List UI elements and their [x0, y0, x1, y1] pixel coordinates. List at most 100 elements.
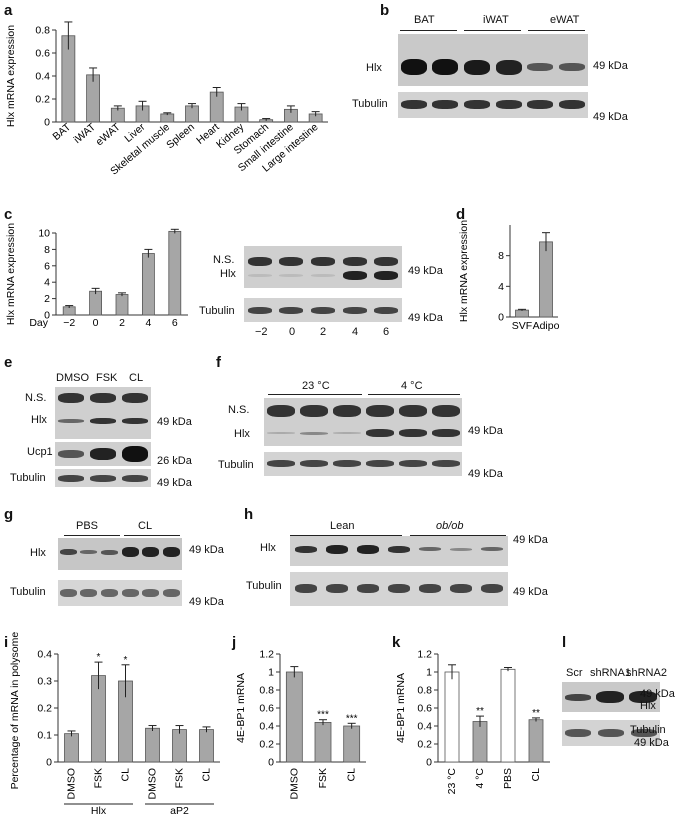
- chart-d: 0 4 8 Hlx mRNA expression SVF Adipo: [458, 220, 560, 332]
- group-label: PBS: [76, 520, 99, 532]
- bar: [145, 727, 160, 763]
- kda-marker: 26 kDa: [157, 455, 192, 467]
- y-axis-label: Hlx mRNA expression: [5, 25, 17, 127]
- row-label-hlx: Hlx: [260, 542, 276, 554]
- significance-marker: **: [476, 706, 484, 717]
- y-tick-label: 0.1: [37, 730, 52, 742]
- y-tick-label: 0: [46, 757, 52, 769]
- chart-a: 0 0.2 0.4 0.6 0.8 Hlx mRNA expression BATiWATe…: [5, 21, 328, 178]
- panel-letter-c: c: [4, 206, 13, 223]
- category-label: DMSO: [147, 768, 159, 800]
- row-label-hlx: Hlx: [640, 700, 656, 712]
- lane-label: DMSO: [56, 372, 89, 384]
- category-label: CL: [346, 768, 358, 782]
- group-label: CL: [138, 520, 153, 532]
- row-label-ns: N.S.: [228, 404, 250, 416]
- panel-letter-f: f: [216, 354, 221, 371]
- bar: [515, 309, 529, 318]
- significance-marker: *: [97, 652, 101, 663]
- panel-letter-g: g: [4, 506, 14, 523]
- significance-marker: ***: [317, 710, 329, 721]
- lane-label: FSK: [96, 372, 118, 384]
- category-label: 6: [172, 317, 178, 329]
- bar: [343, 725, 361, 763]
- group-label: eWAT: [550, 14, 580, 26]
- y-tick-label: 4: [498, 281, 504, 293]
- y-tick-label: 0.8: [417, 685, 432, 697]
- y-axis-label: 4E-BP1 mRNA: [235, 673, 247, 743]
- row-label-tubulin: Tubulin: [199, 305, 235, 317]
- bar: [185, 105, 199, 123]
- row-label-tubulin: Tubulin: [352, 98, 388, 110]
- lane-label: 0: [289, 326, 296, 338]
- y-tick-label: 0.6: [35, 48, 50, 60]
- panel-letter-d: d: [456, 206, 466, 223]
- bar: [314, 722, 332, 763]
- row-label-ucp1: Ucp1: [27, 446, 53, 458]
- y-tick-label: 1.2: [259, 649, 274, 661]
- panel-letter-k: k: [392, 634, 401, 651]
- panel-letter-a: a: [4, 2, 13, 19]
- y-tick-label: 0: [426, 757, 432, 769]
- lane-label: CL: [129, 372, 144, 384]
- category-label: 23 °C: [446, 768, 458, 795]
- y-tick-label: 0.8: [35, 25, 50, 37]
- bar: [472, 721, 488, 763]
- group-label: iWAT: [483, 14, 509, 26]
- kda-marker: 49 kDa: [408, 312, 443, 324]
- lane-label: shRNA1: [590, 667, 631, 679]
- category-label: 4 °C: [474, 768, 486, 789]
- y-tick-label: 0.8: [259, 685, 274, 697]
- bar: [199, 729, 214, 763]
- category-label: BAT: [51, 121, 74, 143]
- y-axis-label: 4E-BP1 mRNA: [395, 673, 407, 743]
- y-tick-label: 1: [426, 667, 432, 679]
- significance-marker: ***: [346, 713, 358, 724]
- bar: [141, 253, 155, 316]
- row-label-hlx: Hlx: [366, 62, 382, 74]
- y-tick-label: 0.4: [417, 721, 432, 733]
- chart-c: 0 2 4 6 8 10 Hlx mRNA expression −2 0 2 4 6 Day: [5, 223, 188, 329]
- category-label: CL: [201, 768, 213, 782]
- bar: [444, 671, 460, 763]
- bar: [86, 74, 100, 123]
- row-label-ns: N.S.: [25, 392, 47, 404]
- row-label-tubulin: Tubulin: [10, 586, 46, 598]
- y-tick-label: 1.2: [417, 649, 432, 661]
- group-label: 23 °C: [302, 380, 330, 392]
- panel-letter-j: j: [232, 634, 237, 651]
- y-axis-label: Hlx mRNA expression: [458, 220, 470, 322]
- category-label: Spleen: [164, 121, 197, 151]
- category-label: −2: [63, 317, 75, 329]
- y-tick-label: 6: [44, 260, 50, 272]
- bar: [115, 294, 129, 316]
- bar: [168, 230, 182, 316]
- kda-marker: 49 kDa: [468, 425, 503, 437]
- category-label: CL: [530, 768, 542, 782]
- row-label-hlx: Hlx: [220, 268, 236, 280]
- kda-marker: 49 kDa: [513, 534, 548, 546]
- row-label-hlx: Hlx: [30, 547, 46, 559]
- y-tick-label: 2: [44, 293, 50, 305]
- lane-label: 4: [352, 326, 359, 338]
- chart-k: 0 0.2 0.4 0.6 0.8 1 1.2 4E-BP1 mRNA 23 °C ** 4 °C P…: [395, 649, 550, 795]
- lane-label: 6: [383, 326, 390, 338]
- kda-marker: 49 kDa: [593, 111, 628, 123]
- category-label: SVF: [512, 320, 532, 332]
- y-tick-label: 0.6: [259, 703, 274, 715]
- y-tick-label: 8: [44, 244, 50, 256]
- kda-marker: 49 kDa: [189, 596, 224, 608]
- y-tick-label: 1: [268, 667, 274, 679]
- bar: [528, 719, 544, 763]
- bar: [285, 671, 303, 763]
- panel-letter-b: b: [380, 2, 390, 19]
- y-tick-label: 0: [44, 310, 50, 322]
- group-label: Hlx: [91, 805, 107, 816]
- category-label: DMSO: [66, 768, 78, 800]
- row-label-hlx: Hlx: [31, 414, 47, 426]
- category-label: FSK: [93, 768, 105, 788]
- kda-marker: 49 kDa: [640, 688, 675, 700]
- panel-letter-e: e: [4, 354, 13, 371]
- kda-marker: 49 kDa: [634, 737, 669, 749]
- group-label: 4 °C: [401, 380, 423, 392]
